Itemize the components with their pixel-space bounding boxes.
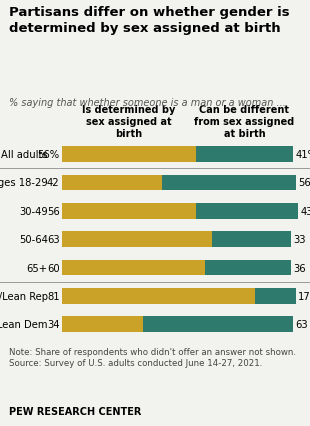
Text: 33: 33	[293, 235, 306, 245]
Text: 65+: 65+	[27, 263, 48, 273]
Text: 36: 36	[293, 263, 306, 273]
Text: 63: 63	[296, 320, 308, 330]
Text: 56%: 56%	[38, 150, 60, 160]
Bar	[143, 317, 293, 332]
Text: 30-49: 30-49	[19, 206, 48, 216]
Bar	[62, 317, 143, 332]
Bar	[62, 147, 196, 162]
Text: 42: 42	[47, 178, 60, 188]
Bar	[205, 260, 291, 276]
Text: 34: 34	[47, 320, 60, 330]
Text: 63: 63	[47, 235, 60, 245]
Text: 56: 56	[298, 178, 310, 188]
Text: 50-64: 50-64	[19, 235, 48, 245]
Bar	[212, 232, 291, 248]
Bar	[62, 232, 212, 248]
Text: 17: 17	[298, 291, 310, 301]
Bar	[62, 260, 205, 276]
Bar	[196, 204, 298, 219]
Bar	[255, 288, 296, 304]
Text: Ages 18-29: Ages 18-29	[0, 178, 48, 188]
Text: Dem/Lean Dem: Dem/Lean Dem	[0, 320, 48, 330]
Text: 60: 60	[47, 263, 60, 273]
Text: All adults: All adults	[1, 150, 48, 160]
Bar	[62, 204, 196, 219]
Text: Note: Share of respondents who didn't offer an answer not shown.
Source: Survey : Note: Share of respondents who didn't of…	[9, 347, 296, 367]
Text: Is determined by
sex assigned at
birth: Is determined by sex assigned at birth	[82, 104, 175, 138]
Text: 81: 81	[47, 291, 60, 301]
Text: Rep/Lean Rep: Rep/Lean Rep	[0, 291, 48, 301]
Bar	[196, 147, 293, 162]
Text: 43: 43	[300, 206, 310, 216]
Text: Can be different
from sex assigned
at birth: Can be different from sex assigned at bi…	[194, 104, 294, 138]
Text: 41%: 41%	[296, 150, 310, 160]
Bar	[162, 175, 296, 191]
Text: 56: 56	[47, 206, 60, 216]
Bar	[62, 288, 255, 304]
Text: % saying that whether someone is a man or a woman ...: % saying that whether someone is a man o…	[9, 98, 286, 108]
Text: Partisans differ on whether gender is
determined by sex assigned at birth: Partisans differ on whether gender is de…	[9, 6, 290, 35]
Text: PEW RESEARCH CENTER: PEW RESEARCH CENTER	[9, 406, 142, 415]
Bar	[62, 175, 162, 191]
